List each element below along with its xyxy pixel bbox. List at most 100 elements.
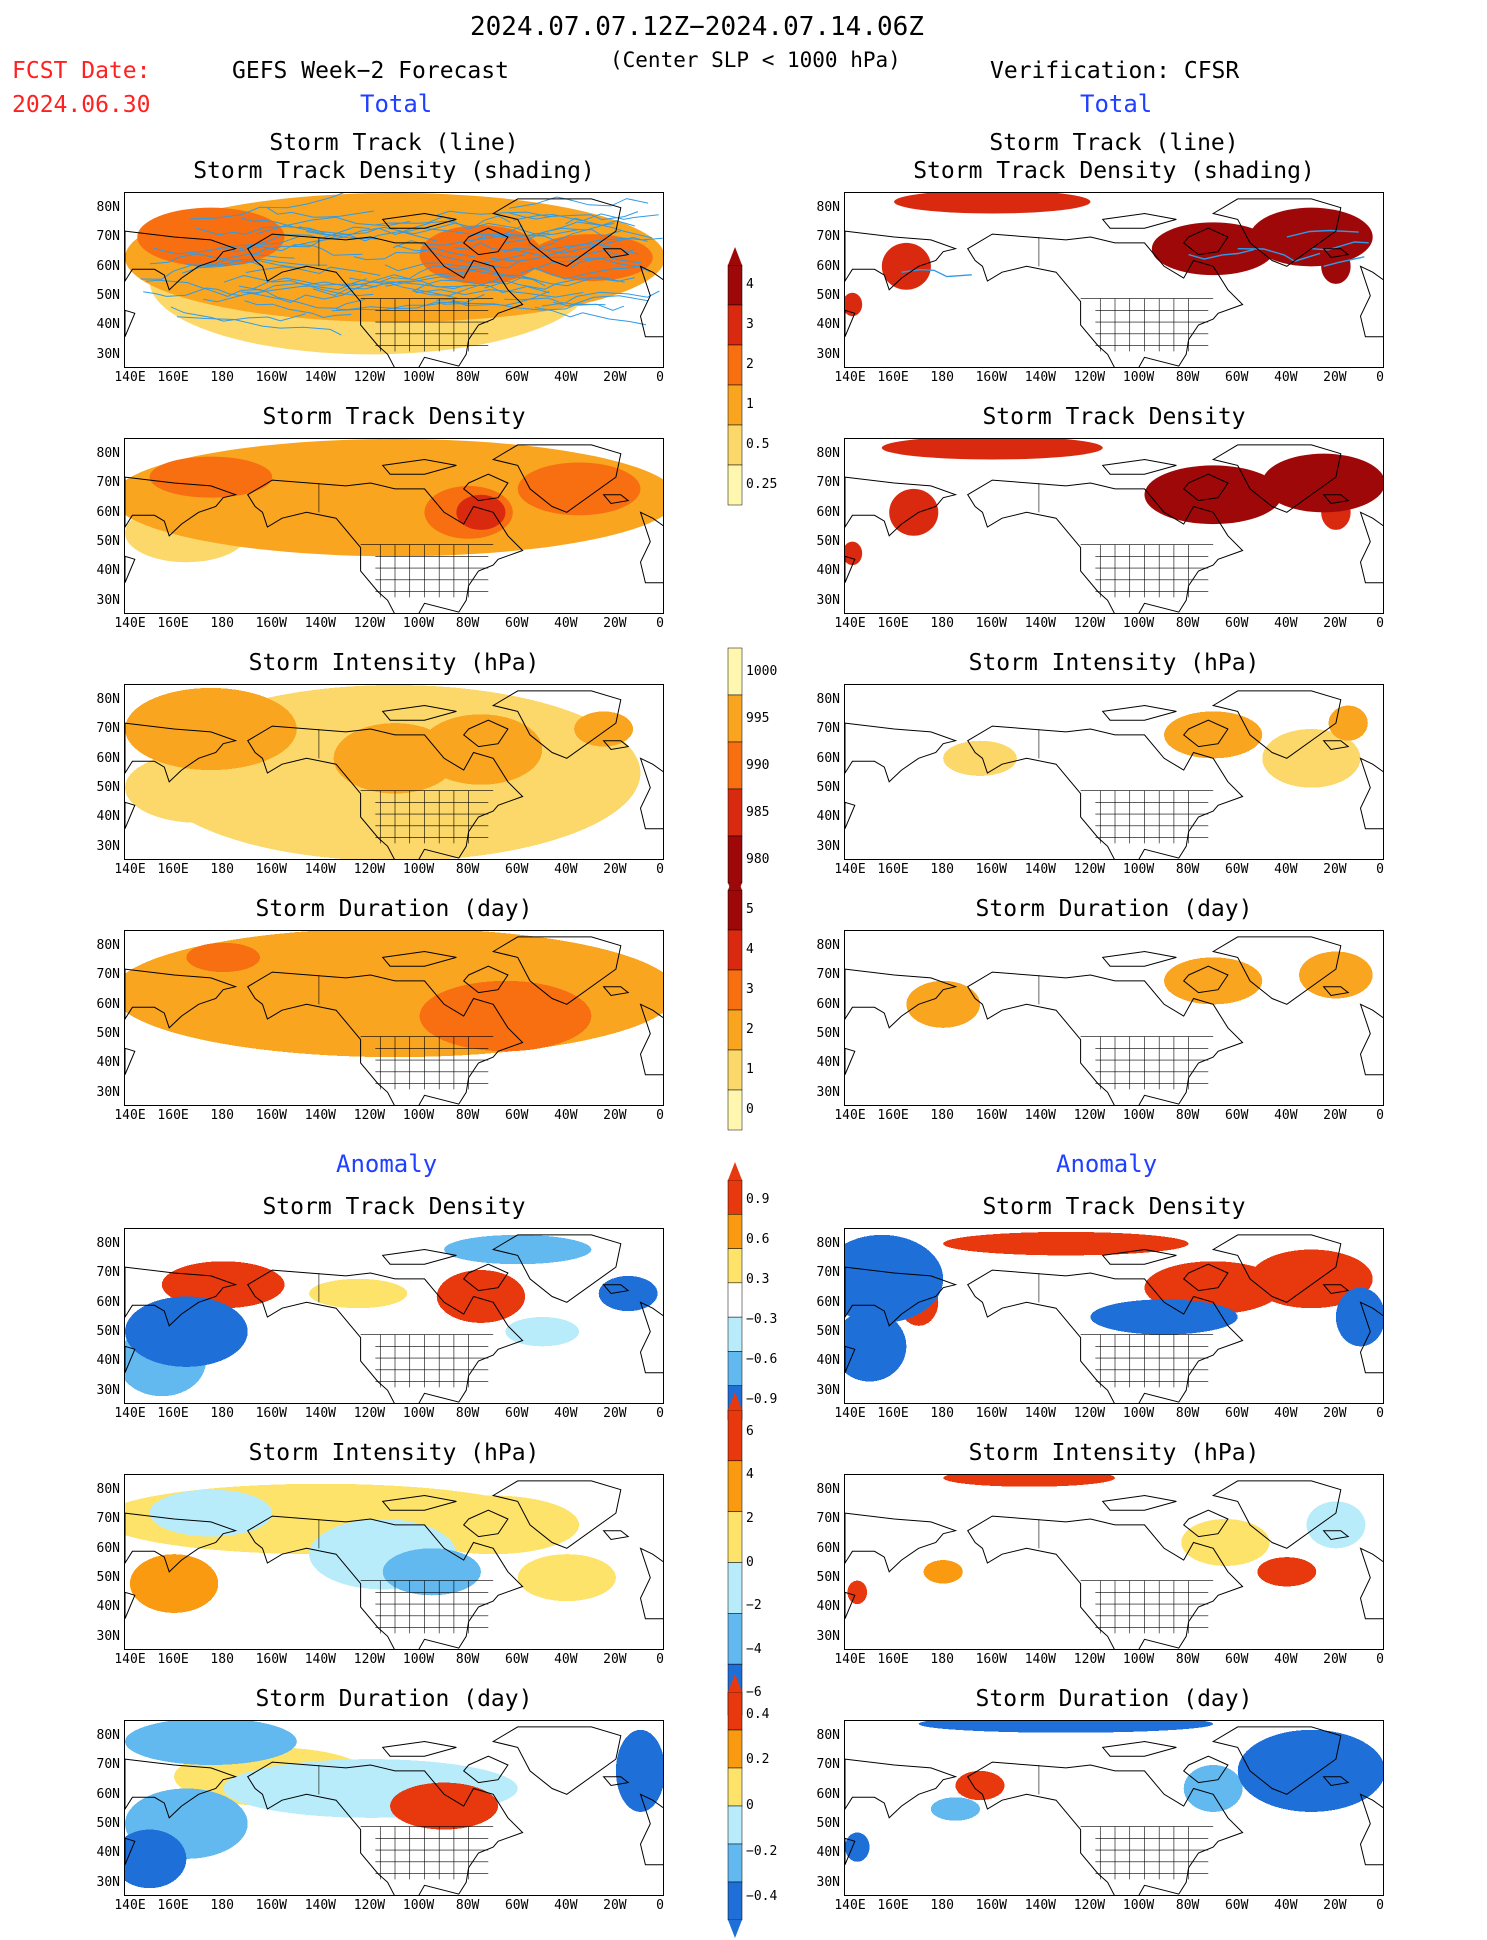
colorbar-duration_anom (727, 1674, 743, 1938)
colorbar-label: 1 (746, 397, 754, 412)
lon-tick-label: 20W (1323, 1406, 1347, 1421)
lat-tick-label: 60N (96, 996, 120, 1012)
panel-title: Storm Duration (day) (255, 896, 533, 922)
lon-tick-label: 80W (1175, 1108, 1200, 1123)
lat-tick-label: 80N (96, 1236, 120, 1251)
track-line (145, 279, 262, 297)
colorbar-label: 990 (746, 757, 770, 773)
lon-tick-label: 140E (834, 1108, 866, 1123)
lat-tick-label: 30N (96, 1628, 120, 1644)
lat-tick-label: 50N (96, 779, 120, 795)
lon-tick-label: 180 (210, 1652, 234, 1667)
coastline (1359, 1547, 1383, 1620)
right-anomaly-label: Anomaly (1056, 1150, 1158, 1178)
lat-tick-label: 80N (816, 938, 840, 953)
field-shading (125, 1721, 663, 1889)
map-panel (844, 930, 1384, 1106)
lat-tick-label: 60N (96, 1294, 120, 1310)
map-panel (844, 192, 1384, 368)
track-line (190, 193, 345, 220)
coastline (1182, 1509, 1229, 1538)
lon-tick-label: 20W (603, 1108, 627, 1123)
lon-tick-label: 20W (1323, 1898, 1347, 1913)
lon-tick-label: 40W (1274, 616, 1298, 631)
coastline (247, 971, 524, 1105)
colorbar-segment (727, 384, 743, 426)
lon-tick-label: 160E (157, 616, 189, 631)
lon-tick-label: 0 (656, 1652, 664, 1667)
lon-tick-label: 80W (455, 1108, 480, 1123)
state-borders (1038, 483, 1214, 598)
field-shading (125, 439, 663, 563)
left-column-title: GEFS Week−2 Forecast (232, 58, 509, 84)
lon-tick-label: 80W (1175, 616, 1200, 631)
map-panel (844, 684, 1384, 860)
lat-tick-label: 70N (816, 229, 840, 245)
lat-tick-label: 30N (96, 592, 120, 608)
lon-tick-label: 20W (603, 862, 627, 877)
coastline (381, 1248, 457, 1265)
lon-tick-label: 40W (1274, 370, 1298, 385)
track-line (1323, 256, 1365, 267)
colorbar-duration (727, 872, 743, 1131)
lat-tick-label: 70N (96, 229, 120, 245)
panel-title: Storm Track Density (shading) (193, 158, 595, 184)
track-line (267, 207, 375, 218)
map-svg (845, 1231, 1383, 1403)
lat-tick-label: 80N (96, 692, 120, 707)
field-blob (943, 1231, 1189, 1256)
coastline (1359, 1793, 1383, 1866)
field-blob (847, 1580, 868, 1605)
lon-tick-label: 160E (157, 1108, 189, 1123)
colorbar-label: 995 (746, 710, 770, 726)
track-line (412, 274, 546, 296)
lon-tick-label: 80W (1175, 370, 1200, 385)
map-panel (124, 1720, 664, 1896)
lon-tick-label: 140E (834, 1652, 866, 1667)
lon-tick-label: 100W (1122, 1406, 1155, 1421)
lat-tick-label: 80N (816, 446, 840, 461)
lon-tick-label: 60W (1224, 1108, 1249, 1123)
lon-tick-label: 160W (255, 1406, 287, 1421)
lon-tick-label: 140W (304, 370, 337, 385)
coastline (1211, 444, 1342, 513)
lat-tick-label: 80N (816, 1482, 840, 1497)
panel-title: Storm Track Density (shading) (913, 158, 1315, 184)
coastline (125, 1345, 136, 1373)
colorbar-label: 0.4 (746, 1706, 770, 1722)
lon-tick-label: 140W (1024, 1108, 1057, 1123)
lon-tick-label: 140W (304, 1406, 337, 1421)
coastline (967, 1515, 1244, 1649)
field-shading (943, 705, 1368, 788)
coastline (491, 690, 622, 759)
lat-tick-label: 70N (816, 1511, 840, 1527)
panel-title: Storm Duration (day) (975, 1686, 1253, 1712)
coastline (639, 1793, 663, 1866)
lat-tick-label: 30N (816, 838, 840, 854)
map-panel (124, 192, 664, 368)
lon-tick-label: 0 (1376, 1898, 1384, 1913)
colorbar-segment (727, 889, 743, 931)
lat-tick-label: 70N (96, 475, 120, 491)
field-blob (1144, 465, 1282, 525)
lat-tick-label: 50N (816, 1025, 840, 1041)
lat-tick-label: 40N (816, 317, 840, 333)
lat-tick-label: 60N (816, 996, 840, 1012)
track-line (415, 289, 584, 298)
lon-tick-label: 140W (1024, 1406, 1057, 1421)
track-line (384, 259, 522, 272)
coastline (125, 1512, 238, 1573)
coastline (491, 1726, 622, 1795)
lon-tick-label: 140W (1024, 370, 1057, 385)
lon-tick-label: 160E (877, 1108, 909, 1123)
coastline (125, 1591, 136, 1619)
lat-tick-label: 40N (816, 1055, 840, 1071)
coastlines (845, 1234, 1383, 1403)
map-svg (125, 1721, 663, 1895)
field-blob (125, 1721, 297, 1765)
track-line (509, 196, 649, 209)
map-svg (845, 193, 1383, 367)
lon-tick-label: 40W (554, 616, 578, 631)
lat-tick-label: 50N (816, 533, 840, 549)
lon-tick-label: 120W (353, 1108, 386, 1123)
